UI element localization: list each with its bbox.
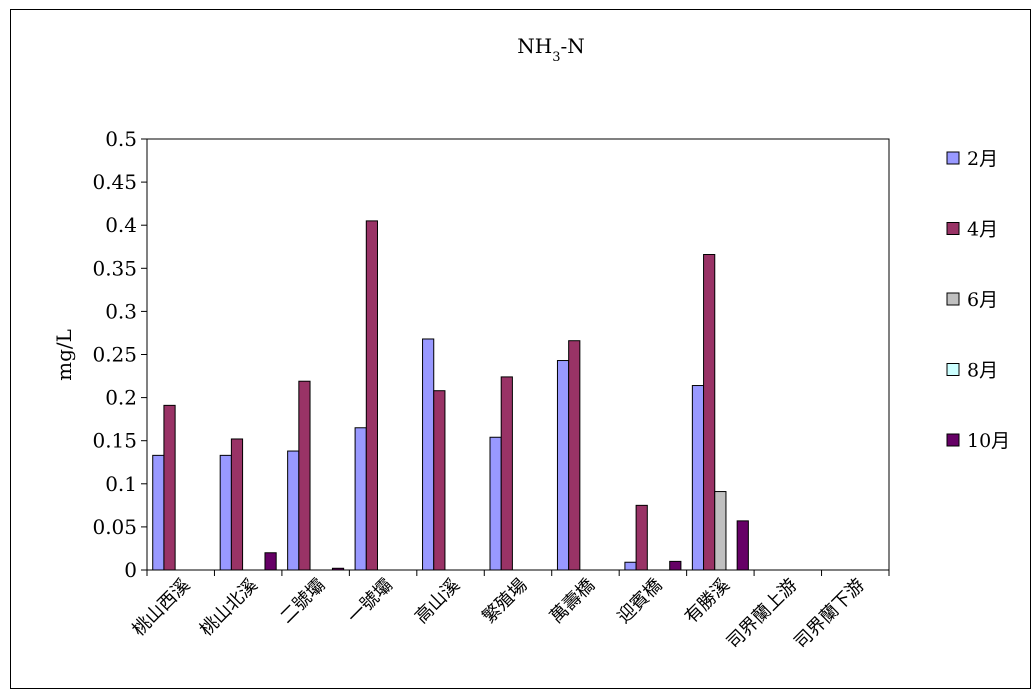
y-tick-label: 0.15	[92, 429, 137, 453]
x-category-label: 繁殖場	[478, 574, 532, 628]
y-axis-label: mg/L	[52, 329, 76, 381]
bar	[422, 338, 435, 571]
chart-title: NH3-N	[517, 34, 585, 65]
x-category-label: 一號壩	[344, 575, 397, 628]
y-tick-label: 0.5	[105, 127, 137, 151]
x-category-label: 桃山西溪	[129, 575, 195, 641]
y-tick-label: 0.1	[105, 472, 137, 496]
bars	[152, 220, 749, 571]
legend: 2月 4月 6月 8月 10月	[946, 148, 1010, 452]
bar	[433, 390, 446, 571]
chart: NH3-N mg/L 0 0.05 0.1 0.15 0.2 0.25 0.3 0.35 0.4…	[52, 34, 1010, 653]
bar	[669, 560, 682, 571]
legend-swatch	[946, 433, 960, 447]
y-tick-label: 0.4	[105, 213, 137, 237]
y-tick-label: 0.3	[105, 299, 137, 323]
chart-area: NH3-N mg/L 0 0.05 0.1 0.15 0.2 0.25 0.3 0.35 0.4…	[10, 9, 1031, 689]
bar	[736, 520, 749, 571]
bar	[568, 340, 581, 571]
x-category-label: 司界蘭下游	[790, 575, 868, 653]
y-tick-label: 0.45	[92, 170, 137, 194]
y-tick-label: 0.05	[92, 515, 137, 539]
legend-swatch	[946, 151, 960, 165]
chart-title-text: NH3-N	[517, 34, 585, 65]
bar	[635, 504, 648, 571]
bar	[331, 567, 345, 571]
bar	[489, 436, 502, 571]
bar	[219, 454, 232, 571]
x-category-label: 萬壽橋	[546, 575, 599, 628]
bar	[703, 254, 716, 571]
bar	[287, 450, 300, 571]
bar	[365, 220, 378, 571]
bar	[691, 385, 705, 571]
y-tick-label: 0	[124, 558, 137, 582]
bar	[152, 454, 165, 571]
legend-swatch	[946, 222, 960, 235]
x-category-label: 迎賓橋	[613, 575, 666, 628]
bar	[500, 376, 513, 571]
legend-label: 6月	[967, 289, 998, 311]
bar	[556, 360, 570, 571]
axes	[141, 138, 890, 576]
y-tick-label: 0.35	[92, 256, 137, 280]
y-tick-labels: 0 0.05 0.1 0.15 0.2 0.25 0.3 0.35 0.4 0.45 0.5	[92, 127, 137, 582]
legend-swatch	[946, 363, 960, 376]
bar	[230, 438, 244, 571]
bar	[298, 380, 311, 571]
legend-label: 10月	[967, 430, 1010, 452]
legend-label: 2月	[967, 148, 998, 170]
bar	[714, 491, 727, 571]
x-category-label: 二號壩	[276, 575, 329, 628]
x-category-label: 司界蘭上游	[723, 575, 801, 653]
legend-label: 8月	[967, 360, 998, 382]
y-tick-label: 0.25	[92, 343, 137, 367]
y-tick-label: 0.2	[105, 386, 137, 410]
x-category-label: 桃山北溪	[196, 575, 262, 641]
bar	[264, 552, 277, 571]
legend-swatch	[946, 292, 960, 306]
bar	[624, 561, 637, 571]
legend-label: 4月	[967, 219, 998, 241]
x-category-label: 高山溪	[411, 575, 464, 628]
bar	[163, 404, 176, 571]
x-category-label: 有勝溪	[681, 575, 734, 628]
plot-area	[146, 138, 890, 571]
bar	[354, 427, 367, 571]
